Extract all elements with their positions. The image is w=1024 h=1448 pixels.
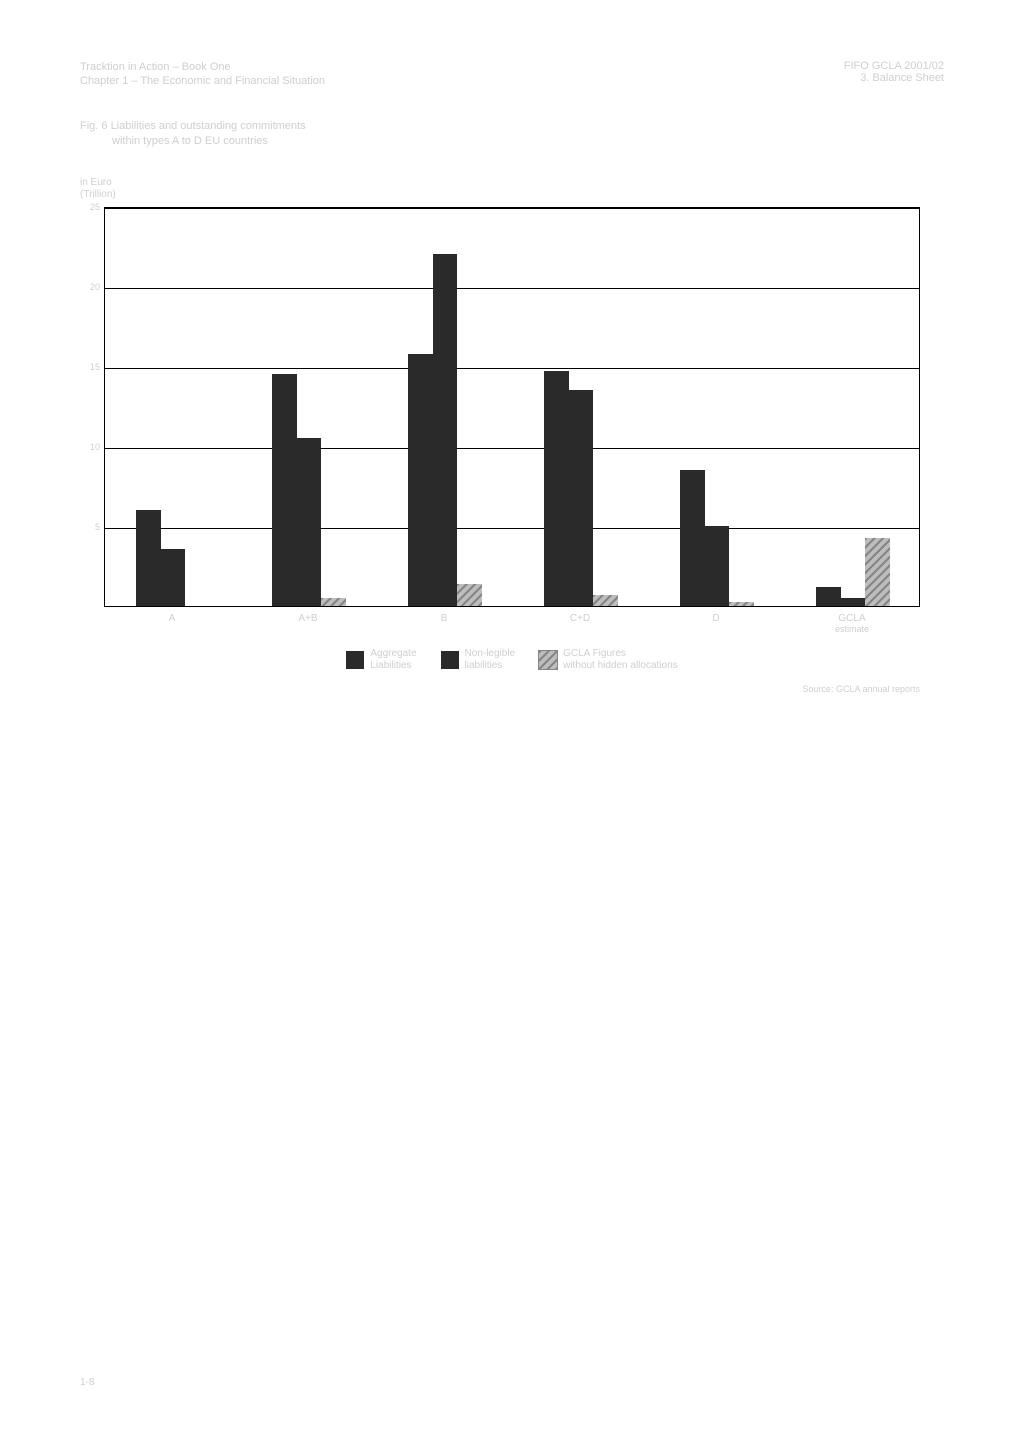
chart-bar (569, 390, 593, 606)
chart-plot-area (104, 207, 920, 607)
chart-legend-item: AggregateLiabilities (346, 648, 416, 672)
chart-legend-label: AggregateLiabilities (370, 648, 416, 672)
chart-legend-label: Non-legibleliabilities (465, 648, 516, 672)
chart-legend-swatch (539, 651, 557, 669)
chart-ytick-label: 15 (80, 362, 100, 372)
chart-bar (297, 438, 321, 606)
figure-title-line2: within types A to D EU countries (112, 134, 944, 149)
chart-category-label: A+B (240, 613, 376, 634)
chart-bar (729, 602, 753, 607)
header-left: Tracktion in Action – Book One Chapter 1… (80, 60, 325, 89)
chart-legend-sublabel: Liabilities (370, 660, 416, 672)
chart-bar (321, 598, 345, 606)
chart-category-label: GCLAestimate (784, 613, 920, 634)
page-number: 1-8 (80, 1377, 94, 1388)
x-axis-labels: AA+BBC+DDGCLAestimate (104, 613, 920, 634)
header-right-line1: FIFO GCLA 2001/02 (844, 60, 944, 72)
header-left-line1: Tracktion in Action – Book One (80, 60, 325, 74)
chart-bar (816, 587, 840, 606)
chart-ytick-label: 5 (80, 522, 100, 532)
chart-category-label: C+D (512, 613, 648, 634)
y-axis-label-line2: (Trillion) (80, 189, 944, 201)
chart-bar (593, 595, 617, 606)
chart-bars (105, 208, 919, 606)
chart-bar (457, 584, 481, 606)
chart-bar (408, 354, 432, 607)
page: Tracktion in Action – Book One Chapter 1… (0, 0, 1024, 1448)
chart-legend-sublabel: liabilities (465, 660, 516, 672)
figure-title: Fig. 6 Liabilities and outstanding commi… (80, 119, 944, 150)
chart-bar (161, 549, 185, 607)
chart-bar (433, 254, 457, 606)
chart-category-sublabel: estimate (784, 624, 920, 634)
chart-bar (136, 510, 160, 606)
chart-legend-item: Non-legibleliabilities (441, 648, 516, 672)
chart-legend-label: GCLA Figureswithout hidden allocations (563, 648, 678, 672)
chart-category-label: D (648, 613, 784, 634)
header-right-line2: 3. Balance Sheet (844, 72, 944, 84)
chart-ytick-label: 10 (80, 442, 100, 452)
chart-bar (705, 526, 729, 606)
chart: 510152025 (80, 207, 920, 607)
chart-bar (272, 374, 296, 606)
y-axis-label-line1: in Euro (80, 177, 944, 189)
chart-ytick-label: 20 (80, 282, 100, 292)
header-left-line2: Chapter 1 – The Economic and Financial S… (80, 74, 325, 88)
y-axis-label: in Euro (Trillion) (80, 177, 944, 201)
page-header: Tracktion in Action – Book One Chapter 1… (80, 60, 944, 89)
source-note: Source: GCLA annual reports (104, 684, 920, 694)
chart-category-label: A (104, 613, 240, 634)
header-right: FIFO GCLA 2001/02 3. Balance Sheet (844, 60, 944, 84)
chart-bar (841, 598, 865, 606)
chart-bar (544, 371, 568, 606)
chart-legend: AggregateLiabilities Non-legibleliabiliti… (104, 648, 920, 672)
figure-title-line1: Fig. 6 Liabilities and outstanding commi… (80, 119, 944, 134)
chart-legend-swatch (441, 651, 459, 669)
chart-bar (865, 538, 889, 607)
chart-legend-item: GCLA Figureswithout hidden allocations (539, 648, 678, 672)
chart-legend-sublabel: without hidden allocations (563, 660, 678, 672)
chart-bar (680, 470, 704, 606)
chart-category-label: B (376, 613, 512, 634)
chart-ytick-label: 25 (80, 202, 100, 212)
chart-legend-swatch (346, 651, 364, 669)
